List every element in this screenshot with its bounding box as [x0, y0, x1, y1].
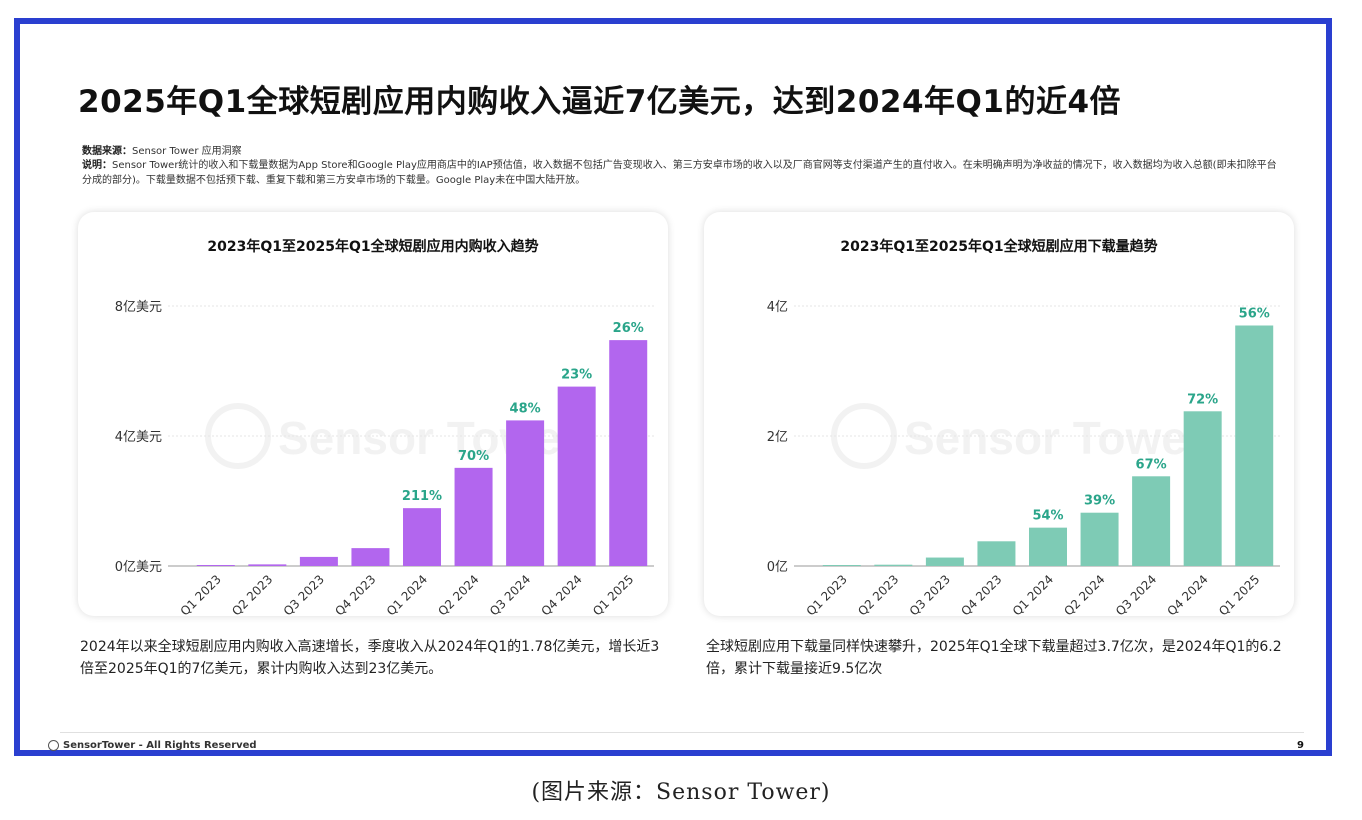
y-tick-label: 0亿: [767, 560, 788, 575]
data-source: 数据来源：Sensor Tower 应用洞察: [82, 142, 242, 157]
x-tick-label: Q3 2024: [1113, 572, 1159, 616]
bar: [925, 557, 964, 566]
revenue-description: 2024年以来全球短剧应用内购收入高速增长，季度收入从2024年Q1的1.78亿…: [80, 639, 660, 677]
y-tick-label: 2亿: [767, 430, 788, 445]
bar: [248, 564, 287, 566]
downloads-description: 全球短剧应用下载量同样快速攀升，2025年Q1全球下载量超过3.7亿次，是202…: [706, 639, 1282, 677]
x-tick-label: Q1 2025: [590, 572, 636, 616]
bar: [454, 467, 493, 566]
footer-text: SensorTower - All Rights Reserved: [63, 740, 257, 751]
y-tick-label: 4亿: [767, 300, 788, 315]
image-caption: (图片来源：Sensor Tower): [531, 780, 831, 805]
bar: [1235, 325, 1274, 566]
methodology-note: 说明：Sensor Tower统计的收入和下载量数据为App Store和Goo…: [82, 158, 1282, 188]
data-source-text: Sensor Tower 应用洞察: [132, 146, 242, 157]
x-tick-label: Q1 2024: [384, 572, 430, 616]
bar: [557, 386, 596, 566]
downloads-chart-title: 2023年Q1至2025年Q1全球短剧应用下载量趋势: [840, 239, 1158, 255]
bar: [299, 556, 338, 566]
page-number: 9: [1297, 740, 1304, 751]
growth-label: 67%: [1136, 457, 1167, 472]
x-tick-label: Q1 2023: [804, 572, 850, 616]
growth-label: 48%: [510, 401, 541, 416]
downloads-chart-card: 2023年Q1至2025年Q1全球短剧应用下载量趋势 Sensor Tower 0…: [704, 212, 1294, 616]
bar: [351, 548, 390, 566]
y-tick-label: 0亿美元: [115, 560, 162, 575]
revenue-chart-card: 2023年Q1至2025年Q1全球短剧应用内购收入趋势 Sensor Tower…: [78, 212, 668, 616]
growth-label: 26%: [613, 321, 644, 336]
bar: [1183, 411, 1222, 566]
y-tick-label: 8亿美元: [115, 300, 162, 315]
x-tick-label: Q1 2023: [178, 572, 224, 616]
x-tick-label: Q4 2024: [539, 572, 585, 616]
sensor-tower-logo-icon: [48, 740, 59, 751]
x-tick-label: Q2 2024: [1061, 572, 1107, 616]
bar: [822, 565, 861, 566]
footer-divider: [60, 732, 1304, 733]
x-tick-label: Q3 2023: [281, 572, 327, 616]
slide-title: 2025年Q1全球短剧应用内购收入逼近7亿美元，达到2024年Q1的近4倍: [78, 84, 1122, 120]
revenue-chart-title: 2023年Q1至2025年Q1全球短剧应用内购收入趋势: [207, 239, 539, 255]
x-tick-label: Q2 2023: [229, 572, 275, 616]
bar: [1132, 476, 1171, 566]
bar: [874, 564, 913, 566]
y-tick-label: 4亿美元: [115, 430, 162, 445]
growth-label: 211%: [402, 489, 442, 504]
x-tick-label: Q2 2024: [435, 572, 481, 616]
bar: [609, 340, 648, 566]
data-source-label: 数据来源：: [82, 146, 132, 157]
note-label: 说明：: [82, 160, 112, 171]
watermark-text: Sensor Tower: [904, 412, 1205, 464]
bar: [1029, 527, 1067, 566]
bar: [977, 541, 1016, 566]
x-tick-label: Q2 2023: [855, 572, 901, 616]
growth-label: 23%: [561, 368, 592, 383]
growth-label: 72%: [1187, 392, 1218, 407]
slide: 2025年Q1全球短剧应用内购收入逼近7亿美元，达到2024年Q1的近4倍 数据…: [14, 18, 1332, 756]
x-tick-label: Q3 2024: [487, 572, 533, 616]
bar: [506, 420, 545, 566]
x-tick-label: Q3 2023: [907, 572, 953, 616]
growth-label: 56%: [1239, 307, 1270, 322]
note-text: Sensor Tower统计的收入和下载量数据为App Store和Google…: [82, 160, 1277, 186]
growth-label: 39%: [1084, 494, 1115, 509]
bar: [403, 508, 441, 566]
x-tick-label: Q4 2023: [332, 572, 378, 616]
x-tick-label: Q1 2025: [1216, 572, 1262, 616]
growth-label: 54%: [1032, 509, 1063, 524]
bar: [196, 565, 235, 566]
x-tick-label: Q4 2024: [1165, 572, 1211, 616]
footer: SensorTower - All Rights Reserved: [48, 740, 257, 751]
bar: [1080, 512, 1119, 566]
x-tick-label: Q4 2023: [958, 572, 1004, 616]
x-tick-label: Q1 2024: [1010, 572, 1056, 616]
growth-label: 70%: [458, 449, 489, 464]
